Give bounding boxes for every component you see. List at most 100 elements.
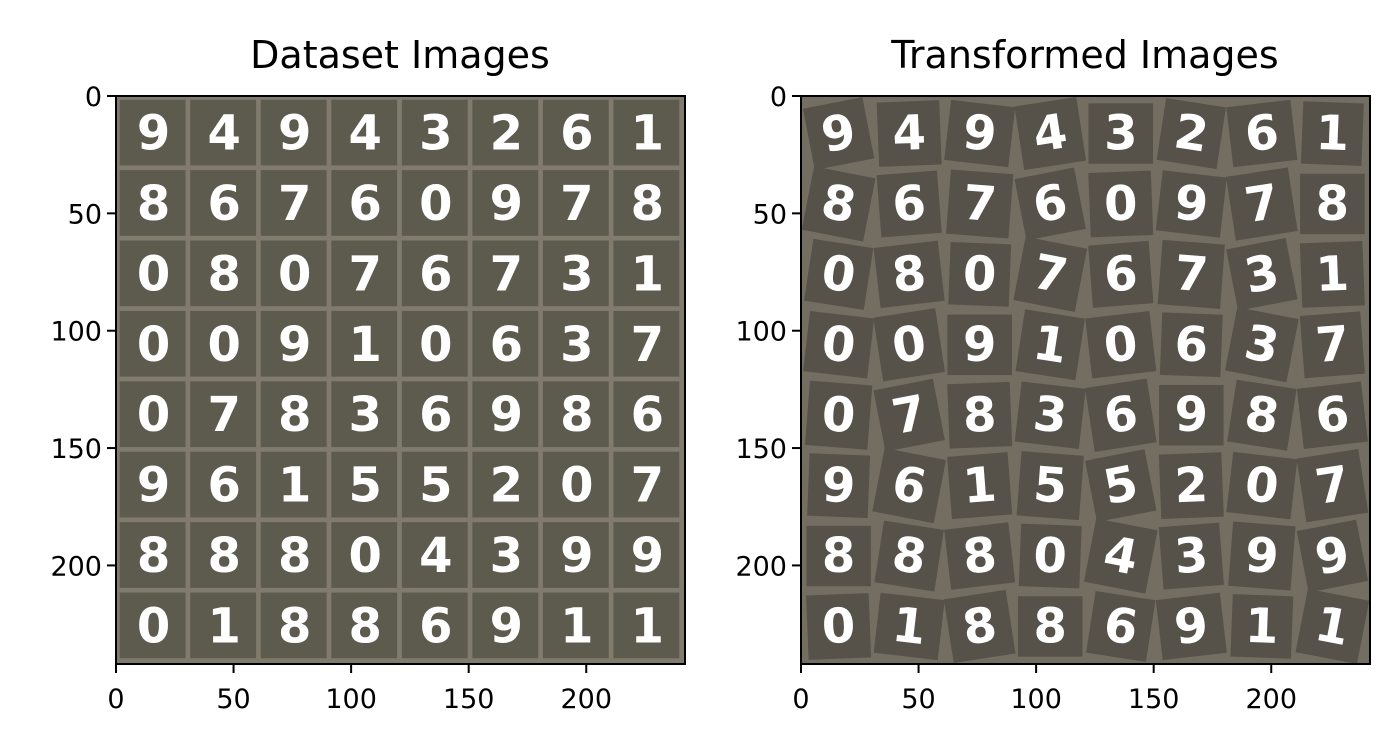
tile-background — [1226, 237, 1298, 311]
tile-background — [1018, 523, 1082, 589]
digit-tile: 1 — [947, 452, 1013, 520]
digit-tile: 1 — [631, 246, 664, 302]
digit-tile: 1 — [631, 106, 664, 162]
digit-tile: 8 — [874, 520, 944, 592]
digit-glyph: 0 — [1032, 527, 1068, 584]
digit-tile: 6 — [876, 170, 942, 238]
digit-tile: 9 — [560, 528, 593, 584]
digit-tile: 6 — [560, 106, 593, 162]
digit-tile: 9 — [944, 99, 1016, 168]
digit-tile: 8 — [137, 176, 170, 232]
digit-tile: 0 — [349, 528, 382, 584]
digit-glyph: 9 — [278, 317, 311, 373]
digit-glyph: 7 — [560, 176, 593, 232]
grid-separator — [116, 587, 685, 593]
tile-background — [947, 452, 1013, 520]
tile-background — [1296, 519, 1369, 593]
digit-glyph: 0 — [137, 246, 170, 302]
tile-background — [876, 170, 942, 238]
digit-glyph: 3 — [1030, 385, 1070, 444]
digit-glyph: 8 — [1316, 176, 1349, 232]
grid-separator — [116, 306, 685, 311]
tile-background — [1296, 381, 1368, 449]
digit-tile: 7 — [1299, 311, 1365, 379]
digit-tile: 1 — [278, 458, 311, 514]
x-tick-label: 0 — [107, 684, 124, 715]
tile-background — [948, 242, 1012, 307]
y-tick-label: 50 — [753, 199, 787, 230]
digit-glyph: 9 — [631, 528, 664, 584]
digit-tile: 6 — [207, 176, 240, 232]
digit-tile: 9 — [490, 598, 523, 654]
digit-glyph: 9 — [490, 598, 523, 654]
digit-glyph: 0 — [137, 598, 170, 654]
digit-glyph: 0 — [137, 317, 170, 373]
digit-tile: 8 — [873, 240, 945, 309]
digit-tile: 6 — [1088, 240, 1154, 308]
grid-separator — [116, 376, 685, 382]
grid-separator — [116, 447, 685, 452]
digit-glyph: 2 — [490, 106, 523, 162]
tile-background — [1013, 236, 1088, 312]
digit-tile: 7 — [873, 378, 945, 452]
tile-background — [1155, 592, 1227, 661]
digit-glyph: 6 — [207, 176, 240, 232]
digit-glyph: 8 — [822, 528, 855, 584]
tile-background — [944, 99, 1016, 168]
digit-glyph: 7 — [961, 175, 999, 233]
tile-background — [1158, 522, 1224, 590]
digit-tile: 0 — [419, 176, 452, 232]
digit-glyph: 1 — [1315, 246, 1351, 303]
digit-glyph: 0 — [1101, 315, 1141, 374]
digit-glyph: 0 — [419, 317, 452, 373]
digit-tile: 1 — [1015, 309, 1085, 381]
y-tick-label: 0 — [85, 82, 102, 113]
digit-tile: 3 — [419, 106, 452, 162]
digit-glyph: 9 — [137, 458, 170, 514]
digit-tile: 7 — [1226, 167, 1298, 241]
digit-tile: 1 — [1299, 241, 1365, 308]
tile-background — [1088, 170, 1154, 238]
digit-glyph: 9 — [1175, 387, 1208, 443]
digit-tile: 5 — [419, 458, 452, 514]
digit-tile: 4 — [349, 106, 382, 162]
tile-background — [1155, 170, 1227, 238]
digit-glyph: 6 — [1242, 104, 1282, 163]
digit-tile: 3 — [349, 387, 382, 443]
digit-glyph: 3 — [349, 387, 382, 443]
digit-glyph: 9 — [560, 528, 593, 584]
digit-tile: 8 — [349, 598, 382, 654]
y-tick-label: 150 — [50, 434, 102, 465]
tile-background — [1299, 311, 1365, 379]
tile-background — [807, 453, 871, 518]
tile-background — [1226, 167, 1298, 241]
tile-background — [803, 238, 874, 310]
digit-tile: 9 — [1155, 170, 1227, 238]
digit-glyph: 7 — [490, 246, 523, 302]
digit-tile: 0 — [948, 242, 1012, 307]
digit-tile: 6 — [349, 176, 382, 232]
digit-glyph: 0 — [1103, 175, 1139, 232]
x-tick-label: 100 — [325, 684, 377, 715]
digit-tile: 6 — [419, 387, 452, 443]
digit-tile: 2 — [490, 106, 523, 162]
digit-glyph: 9 — [1171, 174, 1211, 233]
tile-background — [1225, 307, 1299, 383]
digit-tile: 9 — [278, 106, 311, 162]
digit-glyph: 8 — [560, 387, 593, 443]
digit-tile: 3 — [560, 246, 593, 302]
digit-tile: 9 — [631, 528, 664, 584]
digit-tile: 1 — [560, 598, 593, 654]
digit-glyph: 0 — [962, 246, 998, 303]
digit-glyph: 9 — [821, 457, 857, 514]
digit-tile: 0 — [1085, 311, 1157, 379]
digit-glyph: 0 — [278, 246, 311, 302]
digit-tile: 6 — [872, 448, 946, 524]
tile-background — [1017, 596, 1083, 657]
digit-glyph: 0 — [1242, 456, 1282, 515]
digit-glyph: 4 — [419, 528, 452, 584]
digit-glyph: 8 — [960, 526, 1000, 585]
digit-tile: 8 — [278, 387, 311, 443]
digit-glyph: 6 — [419, 598, 452, 654]
digit-glyph: 9 — [963, 317, 996, 373]
